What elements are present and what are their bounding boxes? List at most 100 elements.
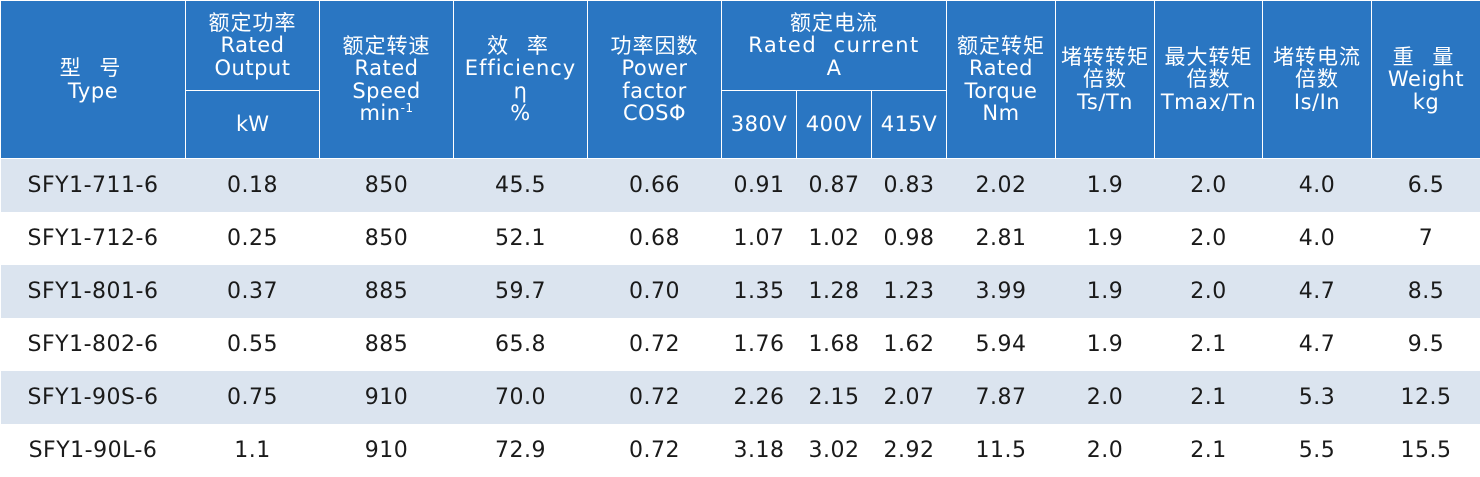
cell-max-torque-ratio: 2.1 [1155, 318, 1263, 371]
cell-current-400v: 1.02 [797, 212, 872, 265]
cell-rated-output: 0.55 [186, 318, 320, 371]
cell-rated-speed: 850 [320, 159, 454, 212]
header-rated-speed-unit-base: min [359, 101, 400, 125]
header-rated-output-en2: Output [186, 57, 319, 79]
cell-rated-speed: 885 [320, 265, 454, 318]
cell-locked-current-ratio: 5.3 [1263, 371, 1372, 424]
header-max-torque-cn1: 最大转矩 [1155, 46, 1262, 68]
header-max-torque: 最大转矩 倍数 Tmax/Tn [1155, 1, 1263, 159]
cell-locked-torque-ratio: 1.9 [1056, 265, 1155, 318]
header-rated-current: 额定电流 Rated current A [722, 1, 947, 91]
header-rated-speed-unit-sup: -1 [401, 101, 414, 115]
cell-current-415v: 0.98 [872, 212, 947, 265]
header-efficiency-cn: 效 率 [454, 35, 587, 57]
cell-weight: 8.5 [1372, 265, 1480, 318]
cell-power-factor: 0.72 [588, 371, 722, 424]
header-locked-torque-en: Ts/Tn [1056, 91, 1154, 113]
header-locked-torque-cn1: 堵转转矩 [1056, 46, 1154, 68]
cell-current-415v: 1.62 [872, 318, 947, 371]
cell-locked-current-ratio: 4.0 [1263, 212, 1372, 265]
cell-current-415v: 2.07 [872, 371, 947, 424]
header-type: 型 号 Type [1, 1, 186, 159]
header-weight-en: Weight [1372, 68, 1480, 90]
cell-current-400v: 1.68 [797, 318, 872, 371]
header-power-factor-cn: 功率因数 [588, 35, 721, 57]
cell-weight: 9.5 [1372, 318, 1480, 371]
header-max-torque-cn2: 倍数 [1155, 68, 1262, 90]
header-rated-current-cn: 额定电流 [722, 12, 946, 34]
cell-current-380v: 1.76 [722, 318, 797, 371]
cell-rated-speed: 850 [320, 212, 454, 265]
header-efficiency-en: Efficiency [454, 57, 587, 79]
cell-locked-current-ratio: 4.0 [1263, 159, 1372, 212]
cell-current-400v: 3.02 [797, 424, 872, 477]
header-rated-speed-en1: Rated [320, 57, 453, 79]
cell-current-380v: 3.18 [722, 424, 797, 477]
cell-current-400v: 2.15 [797, 371, 872, 424]
header-voltage-380: 380V [722, 91, 797, 159]
cell-current-415v: 1.23 [872, 265, 947, 318]
header-rated-speed-en2: Speed [320, 80, 453, 102]
cell-max-torque-ratio: 2.0 [1155, 159, 1263, 212]
cell-type: SFY1-90S-6 [1, 371, 186, 424]
table-header: 型 号 Type 额定功率 Rated Output 额定转速 Rated Sp… [1, 1, 1480, 159]
cell-weight: 7 [1372, 212, 1480, 265]
header-efficiency: 效 率 Efficiency η % [454, 1, 588, 159]
header-power-factor-en1: Power [588, 57, 721, 79]
header-locked-torque: 堵转转矩 倍数 Ts/Tn [1056, 1, 1155, 159]
cell-rated-torque: 7.87 [947, 371, 1056, 424]
cell-rated-output: 0.25 [186, 212, 320, 265]
cell-efficiency: 45.5 [454, 159, 588, 212]
header-power-factor-en2: factor [588, 80, 721, 102]
cell-type: SFY1-711-6 [1, 159, 186, 212]
cell-locked-torque-ratio: 1.9 [1056, 159, 1155, 212]
cell-locked-torque-ratio: 2.0 [1056, 424, 1155, 477]
cell-efficiency: 59.7 [454, 265, 588, 318]
cell-rated-speed: 910 [320, 424, 454, 477]
cell-current-380v: 2.26 [722, 371, 797, 424]
header-efficiency-unit: % [454, 102, 587, 124]
cell-rated-speed: 885 [320, 318, 454, 371]
header-locked-current-cn2: 倍数 [1263, 68, 1371, 90]
header-rated-output-cn: 额定功率 [186, 12, 319, 34]
cell-efficiency: 65.8 [454, 318, 588, 371]
cell-current-415v: 2.92 [872, 424, 947, 477]
header-weight-cn: 重 量 [1372, 46, 1480, 68]
cell-locked-torque-ratio: 1.9 [1056, 318, 1155, 371]
header-locked-current: 堵转电流 倍数 Is/In [1263, 1, 1372, 159]
header-rated-torque-unit: Nm [947, 102, 1055, 124]
cell-efficiency: 70.0 [454, 371, 588, 424]
cell-current-400v: 1.28 [797, 265, 872, 318]
cell-efficiency: 72.9 [454, 424, 588, 477]
cell-max-torque-ratio: 2.1 [1155, 424, 1263, 477]
cell-rated-output: 0.75 [186, 371, 320, 424]
header-rated-speed-cn: 额定转速 [320, 35, 453, 57]
cell-rated-torque: 2.81 [947, 212, 1056, 265]
cell-weight: 12.5 [1372, 371, 1480, 424]
cell-locked-current-ratio: 5.5 [1263, 424, 1372, 477]
header-max-torque-en: Tmax/Tn [1155, 91, 1262, 113]
cell-rated-torque: 2.02 [947, 159, 1056, 212]
header-voltage-400: 400V [797, 91, 872, 159]
cell-max-torque-ratio: 2.1 [1155, 371, 1263, 424]
header-power-factor-en3: COSΦ [588, 102, 721, 124]
cell-locked-torque-ratio: 2.0 [1056, 371, 1155, 424]
cell-type: SFY1-90L-6 [1, 424, 186, 477]
cell-rated-output: 0.18 [186, 159, 320, 212]
header-type-cn: 型 号 [1, 57, 185, 79]
cell-type: SFY1-801-6 [1, 265, 186, 318]
header-rated-speed: 额定转速 Rated Speed min-1 [320, 1, 454, 159]
cell-weight: 15.5 [1372, 424, 1480, 477]
header-rated-output-en1: Rated [186, 34, 319, 56]
header-locked-current-cn1: 堵转电流 [1263, 46, 1371, 68]
header-locked-torque-cn2: 倍数 [1056, 68, 1154, 90]
cell-current-415v: 0.83 [872, 159, 947, 212]
cell-locked-current-ratio: 4.7 [1263, 265, 1372, 318]
cell-power-factor: 0.70 [588, 265, 722, 318]
header-rated-torque: 额定转矩 Rated Torque Nm [947, 1, 1056, 159]
header-locked-current-en: Is/In [1263, 91, 1371, 113]
header-voltage-415: 415V [872, 91, 947, 159]
